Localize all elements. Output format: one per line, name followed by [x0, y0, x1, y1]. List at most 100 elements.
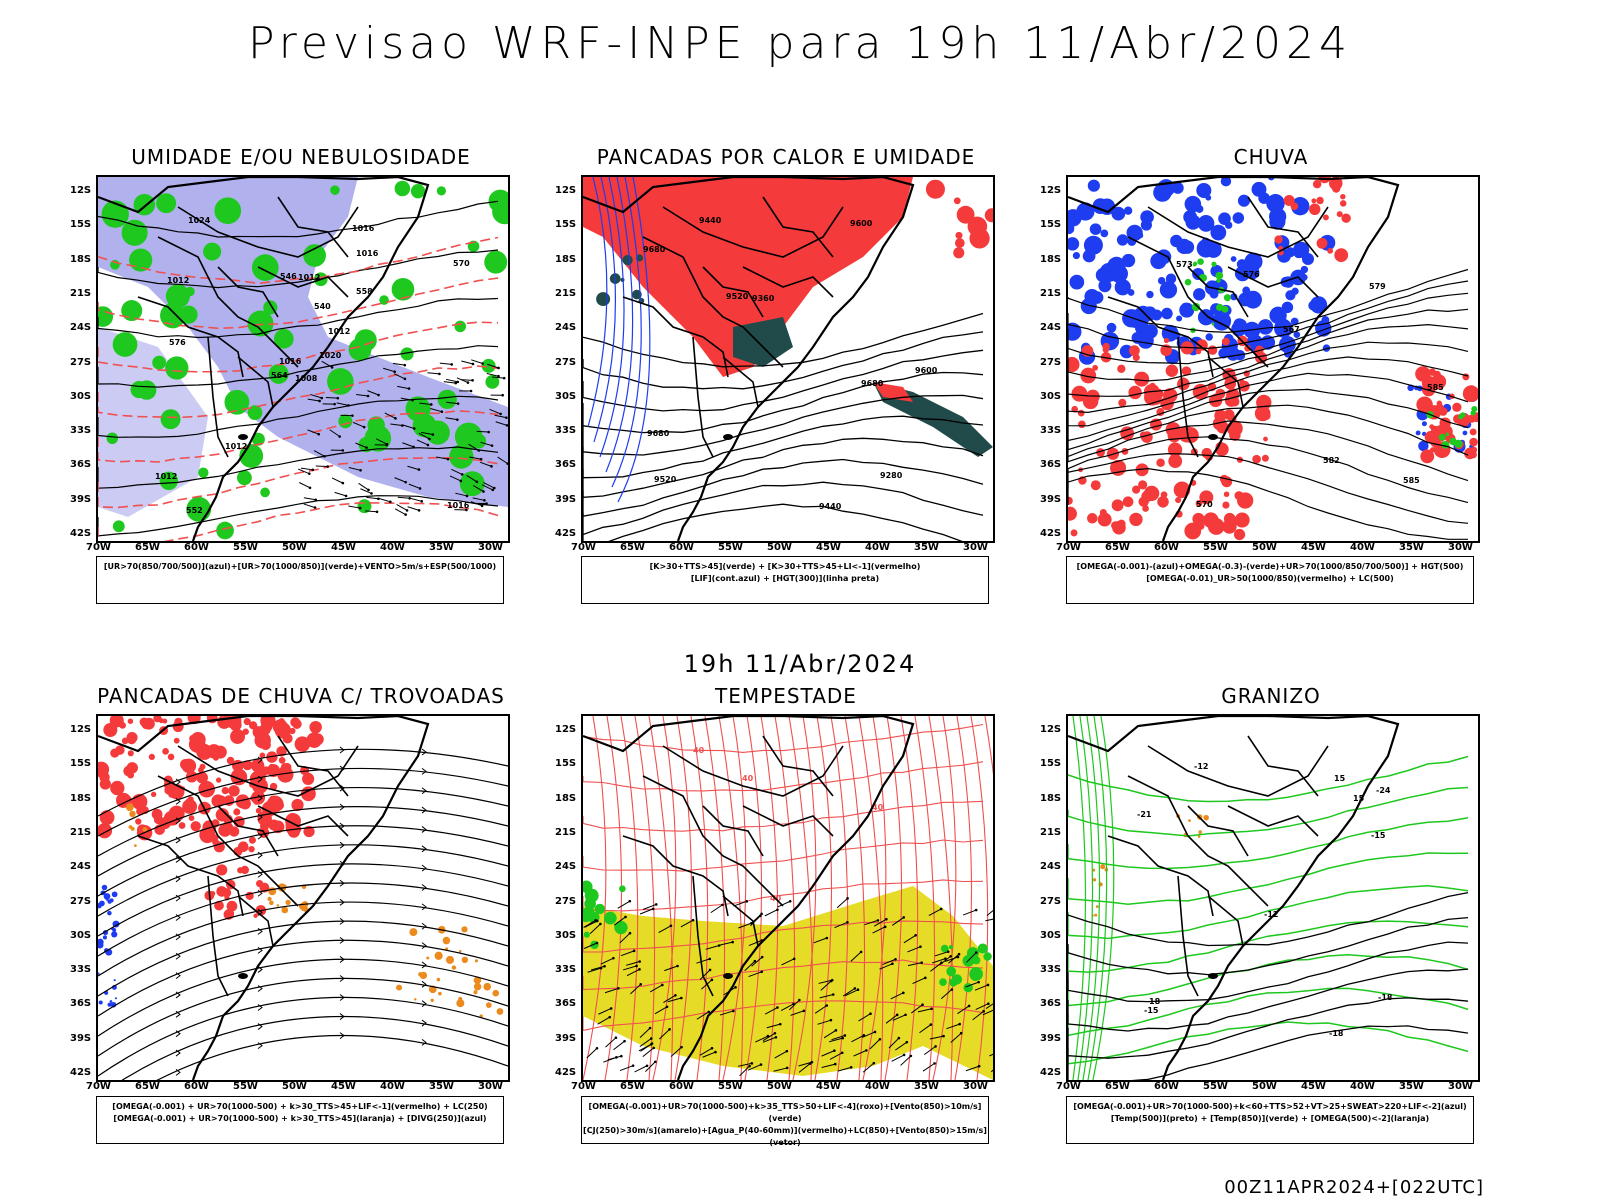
contour-label: 9680	[647, 429, 670, 438]
latitude-tick-label: 18S	[555, 253, 577, 265]
contour-label: 1008	[295, 374, 318, 383]
longitude-tick-label: 40W	[380, 1081, 405, 1092]
contour-label: 585	[1403, 476, 1420, 485]
forecast-map-panel: 40 40 40 40	[581, 714, 995, 1082]
latitude-tick-label: 39S	[555, 493, 577, 505]
longitude-tick-label: 65W	[620, 1081, 645, 1092]
contour-label: 576	[169, 338, 186, 347]
contour-label: -18	[1329, 1029, 1344, 1038]
legend-line: [K>30+TTS>45](verde) + [K>30+TTS>45+LI<-…	[649, 562, 921, 571]
latitude-tick-label: 21S	[1040, 287, 1062, 299]
latitude-tick-label: 12S	[555, 185, 577, 196]
longitude-tick-label: 70W	[86, 1081, 111, 1092]
latitude-tick-label: 30S	[1040, 929, 1062, 941]
longitude-tick-label: 40W	[1350, 1081, 1375, 1092]
contour-label: 546	[280, 272, 297, 281]
latitude-tick-label: 30S	[555, 390, 577, 402]
longitude-tick-label: 30W	[478, 542, 503, 553]
latitude-tick-label: 30S	[555, 929, 577, 941]
latitude-tick-label: 36S	[1040, 998, 1062, 1010]
longitude-tick-label: 60W	[1154, 1081, 1179, 1092]
longitude-tick-label: 30W	[963, 542, 988, 553]
longitude-tick-label: 65W	[135, 1081, 160, 1092]
legend-line: [CJ(250)>30m/s](amarelo)+[Agua_P(40-60mm…	[583, 1126, 987, 1147]
panel-legend: [OMEGA(-0.001) + UR>70(1000-500) + k>30_…	[96, 1096, 504, 1144]
latitude-tick-label: 15S	[555, 758, 577, 770]
contour-label: 570	[1196, 500, 1213, 509]
longitude-tick-label: 35W	[429, 542, 454, 553]
contour-label: 9680	[643, 245, 666, 254]
forecast-map-panel: 9680 9600 9520 9440 9360 9280 9680 9600 9520 9440…	[581, 175, 995, 543]
latitude-tick-label: 15S	[70, 219, 92, 231]
forecast-map-panel: 585 582 579 576 573 570 567 585	[1066, 175, 1480, 543]
latitude-tick-label: 21S	[555, 826, 577, 838]
longitude-tick-label: 45W	[1301, 1081, 1326, 1092]
latitude-tick-label: 27S	[70, 356, 92, 368]
longitude-tick-label: 45W	[816, 1081, 841, 1092]
latitude-tick-label: 18S	[1040, 792, 1062, 804]
longitude-tick-label: 65W	[620, 542, 645, 553]
contour-label: 18	[1149, 997, 1161, 1006]
contour-label: 15	[1353, 794, 1365, 803]
contour-label: 573	[1176, 260, 1193, 269]
longitude-tick-label: 65W	[1105, 1081, 1130, 1092]
latitude-tick-label: 15S	[555, 219, 577, 231]
legend-line: [UR>70(850/700/500)](azul)+[UR>70(1000/8…	[103, 562, 497, 571]
latitude-tick-label: 36S	[555, 459, 577, 471]
longitude-tick-label: 50W	[282, 542, 307, 553]
latitude-tick-label: 36S	[1040, 459, 1062, 471]
longitude-tick-label: 65W	[135, 542, 160, 553]
longitude-tick-label: 30W	[1448, 1081, 1473, 1092]
latitude-tick-label: 33S	[555, 964, 577, 976]
contour-label: 1012	[225, 442, 247, 451]
latitude-tick-label: 36S	[70, 998, 92, 1010]
legend-line: [OMEGA(-0.001)+UR>70(1000-500)+k<60+TTS>…	[1073, 1102, 1467, 1111]
forecast-run-footer: 00Z11APR2024+[022UTC]	[1224, 1177, 1484, 1198]
contour-label: 1012	[155, 472, 177, 481]
latitude-tick-label: 21S	[1040, 826, 1062, 838]
contour-label: 576	[1243, 270, 1260, 279]
latitude-tick-label: 30S	[70, 929, 92, 941]
map-canvas: 1008101210161012101210121016101210161020…	[98, 177, 508, 541]
longitude-tick-label: 50W	[1252, 1081, 1277, 1092]
panel-title: PANCADAS DE CHUVA C/ TROVOADAS	[97, 684, 505, 708]
longitude-tick-label: 55W	[718, 1081, 743, 1092]
contour-label: 1012	[298, 273, 320, 282]
latitude-tick-label: 12S	[555, 724, 577, 735]
longitude-tick-label: 70W	[571, 1081, 596, 1092]
contour-label: 40	[693, 746, 705, 755]
contour-label: 585	[1427, 383, 1444, 392]
latitude-tick-label: 15S	[70, 758, 92, 770]
legend-line: [OMEGA(-0.001)-(azul)+OMEGA(-0.3)-(verde…	[1076, 562, 1464, 571]
contour-label: 1016	[356, 249, 379, 258]
latitude-tick-label: 33S	[555, 425, 577, 437]
latitude-tick-label: 39S	[555, 1032, 577, 1044]
latitude-tick-label: 18S	[70, 792, 92, 804]
latitude-tick-label: 24S	[1040, 322, 1062, 334]
latitude-tick-label: 27S	[1040, 895, 1062, 907]
contour-label: 540	[314, 302, 331, 311]
contour-label: 558	[356, 287, 373, 296]
longitude-tick-label: 60W	[184, 542, 209, 553]
contour-label: 15	[1334, 774, 1346, 783]
longitude-tick-label: 70W	[1056, 542, 1081, 553]
panel-title: PANCADAS POR CALOR E UMIDADE	[596, 145, 976, 169]
latitude-tick-label: 21S	[555, 287, 577, 299]
latitude-tick-label: 27S	[1040, 356, 1062, 368]
map-canvas	[98, 716, 508, 1080]
map-canvas: -12 -15 -18 -21 -24 -15 -18 -12 15 15 18	[1068, 716, 1469, 1080]
longitude-tick-label: 45W	[1301, 542, 1326, 553]
latitude-tick-label: 21S	[70, 287, 92, 299]
latitude-tick-label: 33S	[70, 964, 92, 976]
longitude-tick-label: 50W	[282, 1081, 307, 1092]
contour-label: 552	[186, 506, 203, 515]
latitude-tick-label: 24S	[70, 861, 92, 873]
longitude-tick-label: 35W	[914, 542, 939, 553]
latitude-tick-label: 42S	[555, 1067, 577, 1078]
contour-label: -21	[1137, 810, 1152, 819]
latitude-tick-label: 27S	[70, 895, 92, 907]
longitude-tick-label: 50W	[767, 1081, 792, 1092]
longitude-tick-label: 55W	[1203, 1081, 1228, 1092]
longitude-tick-label: 55W	[1203, 542, 1228, 553]
panel-legend: [OMEGA(-0.001)+UR>70(1000-500)+k<60+TTS>…	[1066, 1096, 1474, 1144]
